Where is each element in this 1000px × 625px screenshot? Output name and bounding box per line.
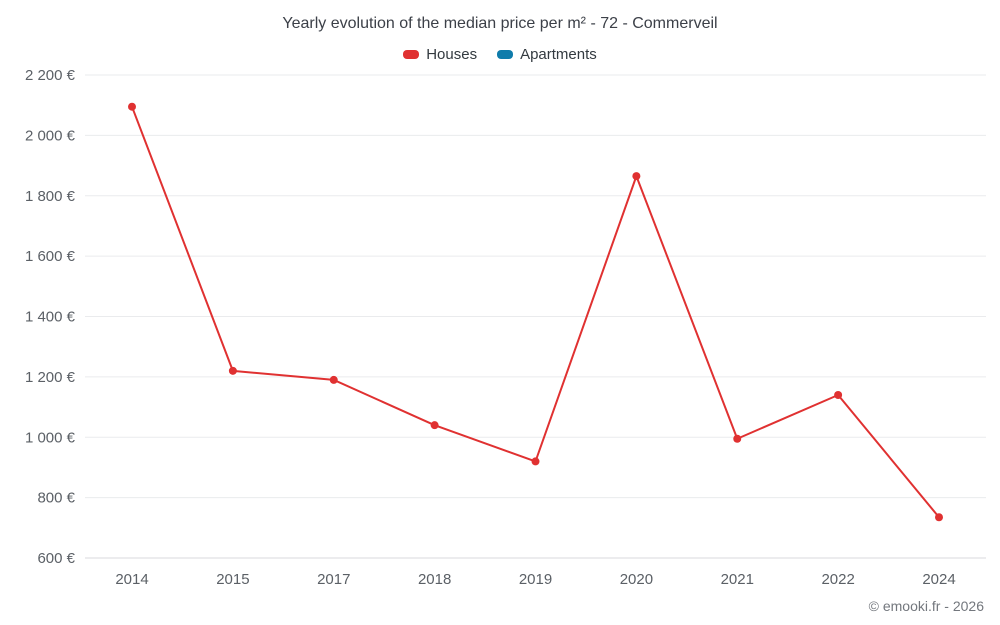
legend-label-houses: Houses <box>426 46 478 63</box>
y-axis-tick-label: 1 400 € <box>25 309 76 326</box>
houses-point-2020[interactable] <box>632 172 641 181</box>
copyright-watermark: © emooki.fr - 2026 <box>868 598 984 614</box>
y-axis-tick-label: 2 200 € <box>25 67 76 84</box>
houses-point-2015[interactable] <box>228 366 237 375</box>
houses-point-2024[interactable] <box>935 513 943 522</box>
x-axis-tick-label: 2019 <box>519 571 552 588</box>
houses-point-2017[interactable] <box>329 375 338 384</box>
y-axis-tick-label: 600 € <box>37 550 75 567</box>
legend-label-apartments: Apartments <box>520 46 597 63</box>
chart-legend: Houses Apartments <box>0 46 1000 63</box>
x-axis-tick-label: 2015 <box>216 571 249 588</box>
x-axis-tick-label: 2020 <box>620 571 653 588</box>
y-axis-tick-label: 1 000 € <box>25 429 76 446</box>
y-axis-tick-label: 1 200 € <box>25 369 76 386</box>
y-axis-tick-label: 1 800 € <box>25 188 76 205</box>
x-axis-tick-label: 2018 <box>418 571 451 588</box>
x-axis-tick-label: 2024 <box>922 571 955 588</box>
houses-point-2018[interactable] <box>430 421 439 430</box>
apartments-legend-swatch-icon <box>497 50 514 59</box>
houses-point-2019[interactable] <box>531 457 540 466</box>
x-axis-tick-label: 2017 <box>317 571 350 588</box>
houses-point-2022[interactable] <box>834 390 843 399</box>
legend-item-apartments[interactable]: Apartments <box>497 46 597 63</box>
y-axis-tick-label: 2 000 € <box>25 127 76 144</box>
houses-point-2021[interactable] <box>733 434 742 443</box>
y-axis-tick-label: 1 600 € <box>25 248 76 265</box>
houses-legend-swatch-icon <box>403 50 420 59</box>
chart-title: Yearly evolution of the median price per… <box>282 15 718 32</box>
x-axis-tick-label: 2022 <box>821 571 854 588</box>
legend-item-houses[interactable]: Houses <box>403 46 477 63</box>
houses-point-2014[interactable] <box>128 102 136 111</box>
x-axis-tick-label: 2014 <box>115 571 148 588</box>
houses-series-line <box>131 105 940 519</box>
y-axis-tick-label: 800 € <box>37 490 75 507</box>
x-axis-tick-label: 2021 <box>721 571 754 588</box>
